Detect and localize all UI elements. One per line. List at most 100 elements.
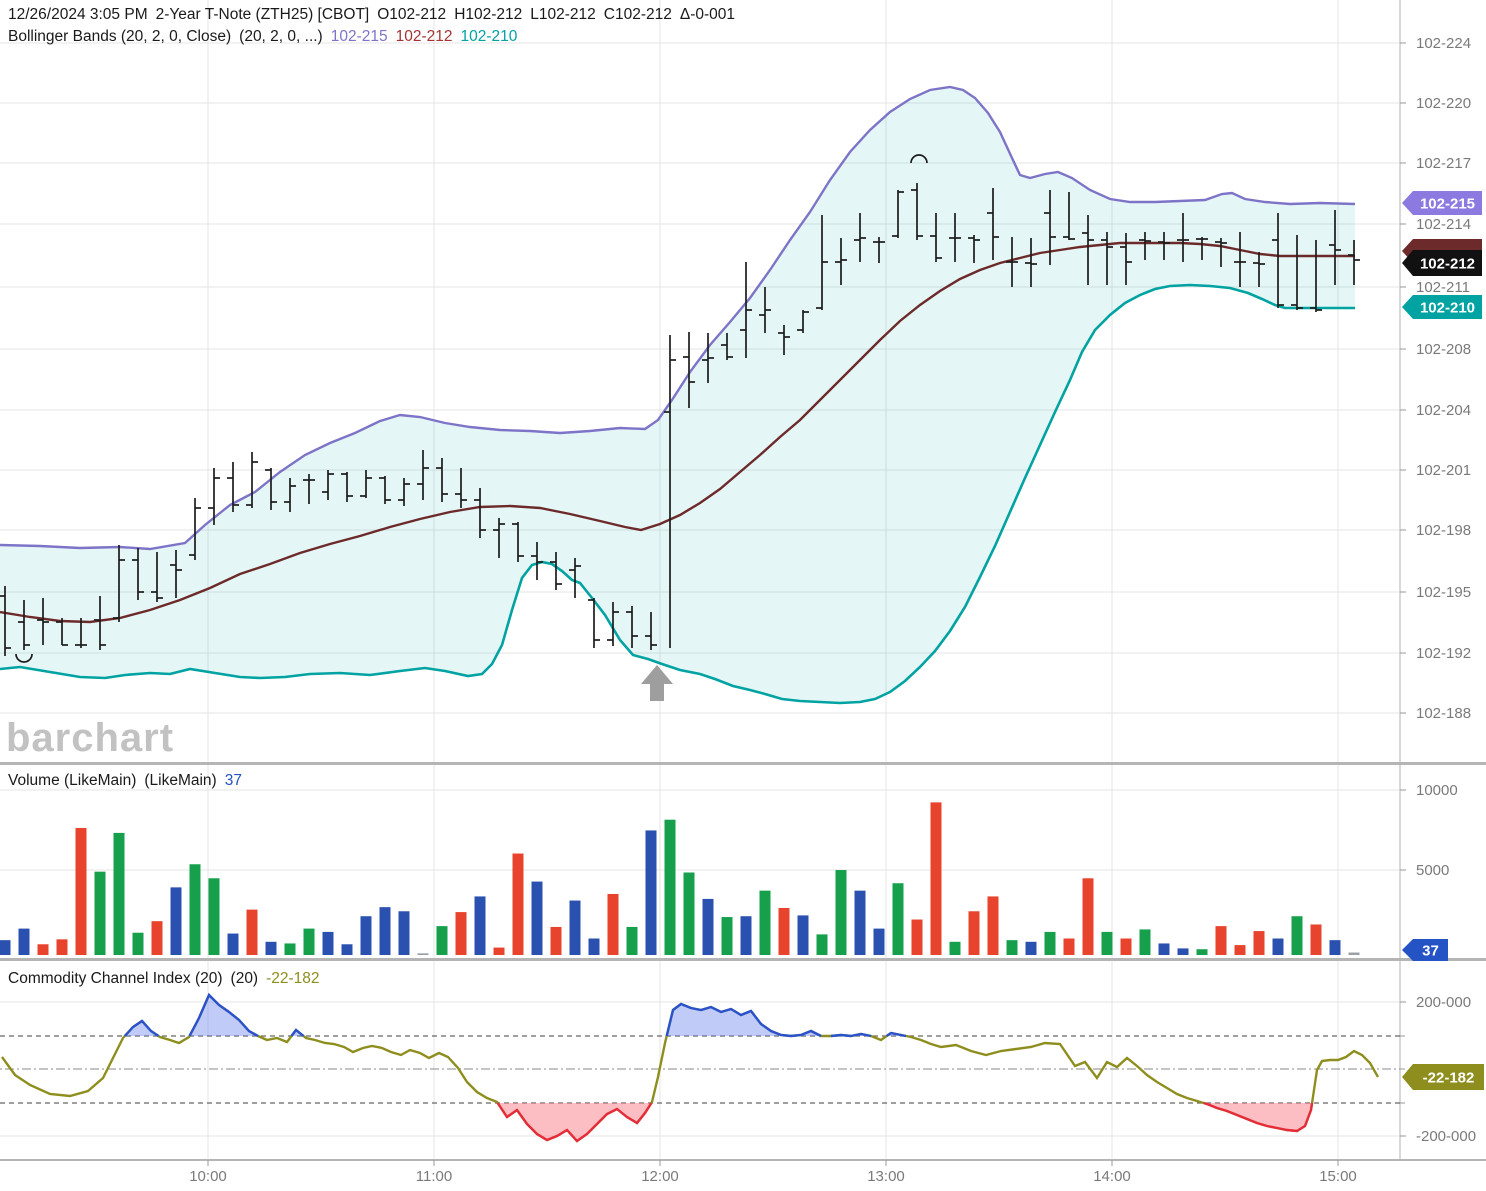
ohlc-bar — [341, 472, 353, 502]
volume-bar — [455, 912, 467, 955]
volume-bar — [1139, 929, 1151, 955]
cci-above-line — [123, 1019, 160, 1037]
last-price-badge-text: 102-212 — [1420, 256, 1475, 273]
ohlc-bar — [512, 522, 524, 562]
ohlc-bar — [1120, 233, 1132, 285]
volume-bar — [1101, 931, 1113, 955]
ohlc-bar — [1272, 213, 1284, 308]
volume-bar — [1158, 943, 1170, 955]
ohlc-bar — [1063, 192, 1075, 240]
volume-bar — [550, 926, 562, 955]
volume-bar — [227, 933, 239, 955]
cci-below-line — [1203, 1101, 1314, 1133]
quote-high: H102-212 — [454, 6, 523, 23]
volume-bar — [1177, 948, 1189, 955]
ohlc-bar — [322, 470, 334, 500]
volume-cci-separator — [0, 958, 1486, 961]
price-axis-label: 102-224 — [1416, 35, 1471, 52]
volume-bar — [1291, 916, 1303, 955]
volume-bar — [189, 864, 201, 955]
ohlc-bar — [1310, 240, 1322, 312]
volume-indicator-header[interactable]: Volume (LikeMain) (LikeMain) 37 — [8, 772, 242, 790]
volume-bar — [892, 883, 904, 955]
ohlc-bar — [227, 462, 239, 512]
bollinger-middle-band-line — [0, 241, 1355, 624]
arc-marker — [910, 154, 928, 164]
ohlc-bar — [303, 474, 315, 504]
volume-bar — [208, 878, 220, 955]
ohlc-bar — [531, 542, 543, 580]
ohlc-bar — [1044, 190, 1056, 265]
volume-bar — [968, 911, 980, 955]
cci-above-line — [290, 1028, 305, 1037]
ohlc-bar — [816, 215, 828, 310]
volume-bar — [702, 898, 714, 955]
volume-bar — [0, 940, 11, 955]
volume-params[interactable]: (LikeMain) — [144, 772, 217, 789]
volume-label[interactable]: Volume (LikeMain) — [8, 772, 137, 789]
bollinger-upper-value: 102-215 — [330, 28, 388, 45]
ohlc-bar — [1253, 252, 1265, 287]
ohlc-bar — [588, 598, 600, 648]
bottom-axis-border — [0, 1159, 1486, 1161]
bb-upper-price-badge — [1402, 191, 1482, 215]
ohlc-bar — [797, 310, 809, 333]
cci-below-fill — [1203, 1103, 1313, 1131]
volume-bar — [170, 887, 182, 955]
ohlc-bar — [550, 552, 562, 590]
volume-bar — [930, 802, 942, 955]
cci-badge — [1402, 1064, 1484, 1090]
price-axis-label: 102-217 — [1416, 155, 1471, 172]
ohlc-bar — [132, 548, 144, 600]
ohlc-bar — [436, 458, 448, 502]
ohlc-bar — [626, 606, 638, 648]
ohlc-bar — [1234, 232, 1246, 287]
volume-bar — [797, 915, 809, 955]
volume-bar — [341, 944, 353, 955]
price-axis-label: 102-201 — [1416, 462, 1471, 479]
volume-bar — [949, 941, 961, 955]
volume-bar — [113, 832, 125, 955]
ohlc-bar — [151, 552, 163, 602]
cci-label[interactable]: Commodity Channel Index (20) — [8, 970, 223, 987]
volume-bar — [94, 871, 106, 955]
ohlc-bar — [1291, 235, 1303, 310]
volume-bar — [18, 928, 30, 955]
volume-bar — [284, 943, 296, 955]
cci-indicator-header[interactable]: Commodity Channel Index (20) (20) -22-18… — [8, 970, 320, 988]
quote-low: L102-212 — [530, 6, 596, 23]
price-axis-label: 102-208 — [1416, 341, 1471, 358]
cci-axis-label: 200-000 — [1416, 994, 1471, 1011]
bollinger-indicator-header[interactable]: Bollinger Bands (20, 2, 0, Close) (20, 2… — [8, 28, 517, 46]
volume-bar — [1253, 931, 1265, 955]
chart-datetime: 12/26/2024 3:05 PM — [8, 6, 148, 23]
ohlc-bar — [56, 618, 68, 646]
ohlc-bar — [607, 602, 619, 646]
chart-symbol: 2-Year T-Note (ZTH25) [CBOT] — [155, 6, 370, 23]
volume-bar — [322, 931, 334, 955]
bollinger-label[interactable]: Bollinger Bands (20, 2, 0, Close) — [8, 28, 232, 45]
bollinger-lower-value: 102-210 — [460, 28, 518, 45]
volume-bar — [854, 890, 866, 955]
volume-bar — [436, 926, 448, 955]
ohlc-bar — [873, 237, 885, 263]
ohlc-bar — [379, 476, 391, 504]
volume-bar — [151, 921, 163, 955]
ohlc-bar — [930, 213, 942, 262]
ohlc-bar — [189, 498, 201, 560]
volume-bar — [1006, 940, 1018, 955]
cci-axis-label: -200-000 — [1416, 1128, 1476, 1145]
ohlc-bar — [1139, 232, 1151, 260]
cci-params[interactable]: (20) — [230, 970, 259, 987]
bollinger-params[interactable]: (20, 2, 0, ...) — [239, 28, 323, 45]
ohlc-bar — [759, 287, 771, 333]
price-volume-separator — [0, 762, 1486, 765]
bb-lower-price-badge-text: 102-210 — [1420, 300, 1475, 317]
price-axis-label: 102-188 — [1416, 705, 1471, 722]
volume-bar — [626, 926, 638, 955]
volume-badge-text: 37 — [1422, 943, 1439, 960]
cci-below-line — [496, 1102, 653, 1143]
ohlc-bar — [721, 333, 733, 360]
